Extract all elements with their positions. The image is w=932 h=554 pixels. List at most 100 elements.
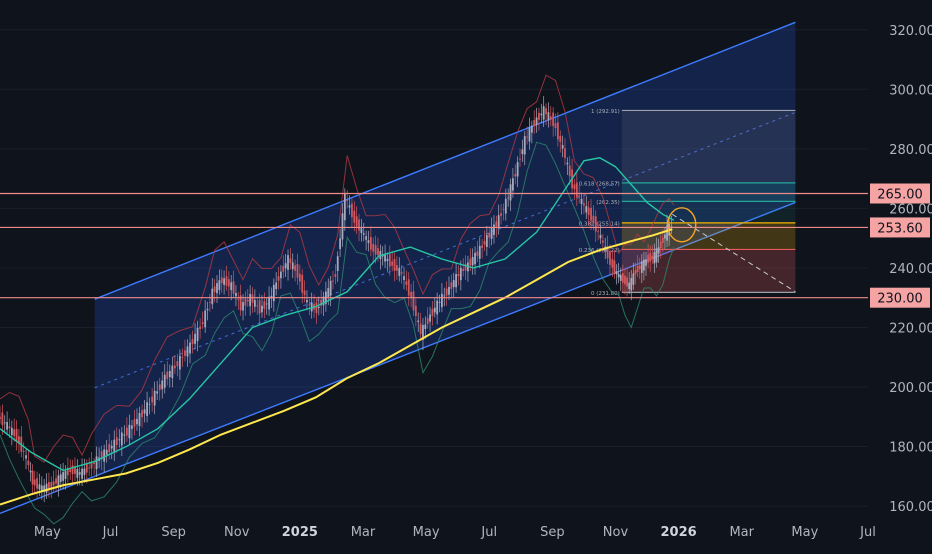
candle-body bbox=[196, 327, 199, 342]
candle-body bbox=[163, 374, 166, 388]
candle-body bbox=[242, 302, 244, 311]
channel-lower-line[interactable] bbox=[0, 201, 796, 514]
candle-body bbox=[664, 234, 666, 239]
candle-body bbox=[523, 136, 526, 155]
candle-body bbox=[161, 380, 164, 390]
candle-body bbox=[176, 361, 179, 367]
candle-body bbox=[488, 232, 491, 238]
candle-body bbox=[419, 323, 422, 334]
bollinger-upper-band bbox=[0, 74, 675, 463]
candle-body bbox=[258, 300, 261, 314]
candle-body bbox=[3, 422, 6, 424]
y-tick-label: 240.00 bbox=[889, 262, 932, 277]
candle-body bbox=[272, 284, 275, 302]
candle-body bbox=[578, 195, 581, 197]
candle-body bbox=[320, 299, 323, 306]
candle-body bbox=[592, 215, 595, 224]
fib-zone bbox=[621, 110, 796, 183]
candle-body bbox=[516, 162, 519, 177]
candle-body bbox=[433, 307, 436, 313]
candle-body bbox=[168, 370, 171, 378]
candle-body bbox=[645, 259, 647, 266]
x-tick-label: Jul bbox=[102, 525, 119, 540]
y-tick-label: 320.00 bbox=[889, 24, 932, 39]
candle-body bbox=[45, 483, 48, 493]
regression-channel bbox=[0, 21, 796, 514]
candle-body bbox=[521, 149, 524, 154]
candle-body bbox=[485, 235, 488, 248]
candle-body bbox=[204, 310, 207, 328]
candle-body bbox=[358, 219, 360, 231]
candle-body bbox=[448, 287, 450, 295]
candle-body bbox=[275, 282, 278, 290]
candle-body bbox=[36, 478, 38, 489]
candle-body bbox=[59, 474, 62, 482]
candle-body bbox=[329, 280, 332, 296]
candle-body bbox=[429, 314, 431, 322]
x-tick-label: 2025 bbox=[282, 525, 318, 540]
candle-body bbox=[298, 273, 301, 282]
candle-body bbox=[76, 469, 79, 478]
channel-upper-line[interactable] bbox=[94, 21, 796, 300]
candle-body bbox=[443, 295, 446, 297]
y-tick-label: 280.00 bbox=[889, 143, 932, 158]
candle-body bbox=[609, 251, 611, 265]
highlight-circle[interactable] bbox=[667, 207, 697, 243]
candle-body bbox=[158, 384, 161, 391]
candle-body bbox=[25, 455, 27, 459]
candle-body bbox=[280, 271, 282, 279]
candle-body bbox=[308, 304, 311, 306]
candle-body bbox=[483, 240, 486, 245]
candle-body bbox=[237, 299, 240, 301]
candle-body bbox=[659, 241, 662, 249]
ma200-line[interactable] bbox=[0, 228, 673, 506]
candle-body bbox=[388, 254, 391, 267]
candle-body bbox=[64, 470, 67, 479]
candle-body bbox=[583, 203, 585, 206]
candle-body bbox=[362, 233, 365, 235]
candle-body bbox=[624, 275, 626, 285]
candle-body bbox=[265, 303, 268, 305]
ma50-line[interactable] bbox=[0, 157, 675, 472]
candle-body bbox=[626, 277, 628, 287]
candle-body bbox=[206, 308, 209, 311]
y-tick-label: 200.00 bbox=[889, 381, 932, 396]
fib-level-label: 0 (231.80) bbox=[591, 291, 620, 297]
candle-body bbox=[478, 245, 481, 259]
candle-body bbox=[66, 467, 69, 476]
candle-body bbox=[251, 294, 254, 303]
candle-body bbox=[549, 116, 552, 119]
candle-body bbox=[71, 465, 74, 475]
price-badge bbox=[870, 183, 930, 204]
candle-body bbox=[322, 296, 325, 306]
channel-fill bbox=[94, 22, 796, 477]
candle-body bbox=[253, 300, 256, 307]
x-tick-label: Nov bbox=[224, 525, 250, 540]
candle-body bbox=[216, 283, 218, 294]
candle-body bbox=[640, 261, 643, 273]
fib-zone bbox=[621, 201, 796, 223]
candle-body bbox=[294, 265, 297, 271]
candle-body bbox=[547, 112, 550, 120]
fibonacci-retracement: 1 (292.91) 0.618 (268.57) (262.35) 0.382 (2… bbox=[579, 109, 796, 297]
candle-body bbox=[568, 165, 571, 177]
candle-body bbox=[249, 293, 252, 307]
candle-body bbox=[617, 273, 620, 278]
candle-body bbox=[113, 439, 116, 453]
candle-body bbox=[535, 117, 538, 125]
price-badge-label: 253.60 bbox=[877, 221, 923, 236]
candle-body bbox=[78, 472, 81, 475]
candle-body bbox=[533, 120, 536, 126]
candle-body bbox=[462, 268, 465, 272]
candle-body bbox=[184, 350, 186, 356]
candle-body bbox=[613, 260, 616, 274]
candle-body bbox=[545, 108, 547, 115]
candle-body bbox=[594, 216, 597, 232]
candle-body bbox=[148, 403, 151, 405]
candle-body bbox=[410, 291, 413, 298]
candle-body bbox=[422, 325, 424, 340]
candle-body bbox=[585, 206, 588, 213]
candle-body bbox=[156, 391, 159, 394]
candle-body bbox=[317, 306, 320, 309]
